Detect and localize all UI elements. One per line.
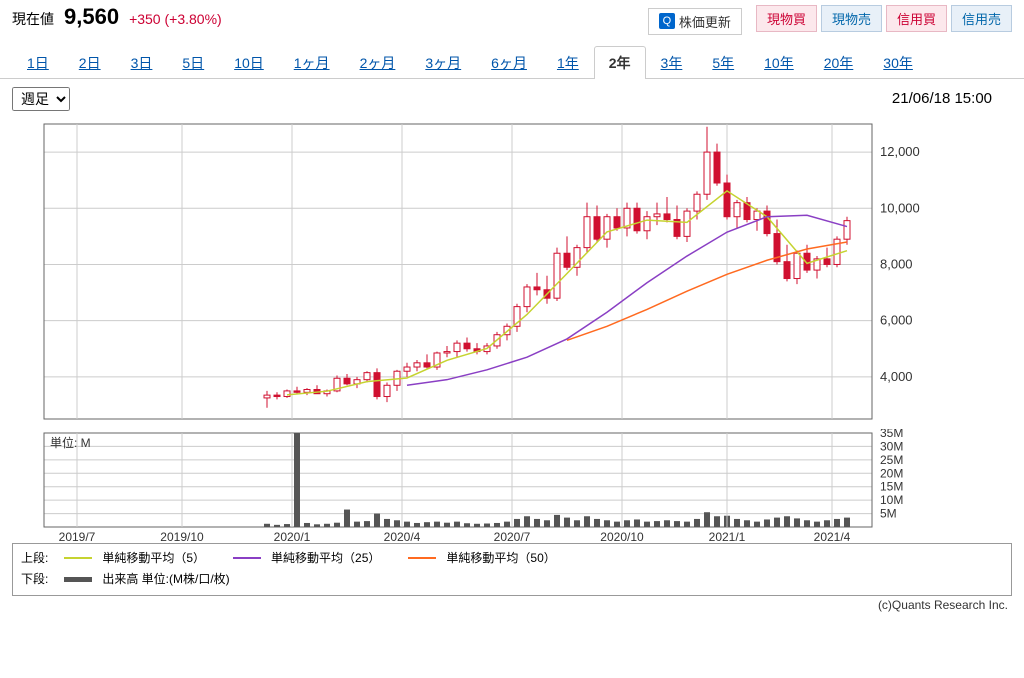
svg-text:35M: 35M xyxy=(880,429,903,440)
refresh-icon: Q xyxy=(659,13,675,29)
tab-3ヶ月[interactable]: 3ヶ月 xyxy=(410,46,476,79)
legend-section-label: 上段: xyxy=(21,548,48,570)
action-信用売[interactable]: 信用売 xyxy=(951,5,1012,32)
action-現物売[interactable]: 現物売 xyxy=(821,5,882,32)
svg-text:2019/7: 2019/7 xyxy=(59,530,96,541)
legend-box: 上段: 単純移動平均（5） 単純移動平均（25） 単純移動平均（50） 下段: 出来高 … xyxy=(12,543,1012,596)
svg-text:12,000: 12,000 xyxy=(880,144,920,159)
controls: 週足 21/06/18 15:00 xyxy=(0,79,1024,119)
legend-swatch xyxy=(64,577,92,582)
tab-30年[interactable]: 30年 xyxy=(868,46,928,79)
legend-item-label: 出来高 単位:(M株/口/枚) xyxy=(102,569,229,591)
svg-text:5M: 5M xyxy=(880,506,897,520)
tab-2年[interactable]: 2年 xyxy=(594,46,646,79)
timestamp: 21/06/18 15:00 xyxy=(892,90,1012,107)
tab-1日[interactable]: 1日 xyxy=(12,46,64,79)
price-label: 現在値 xyxy=(12,9,54,29)
header: 現在値 9,560 +350 (+3.80%) Q 株価更新 現物買現物売信用買… xyxy=(0,0,1024,39)
refresh-button[interactable]: Q 株価更新 xyxy=(648,8,742,35)
tab-10日[interactable]: 10日 xyxy=(219,46,279,79)
svg-text:15M: 15M xyxy=(880,479,903,493)
tab-2ヶ月[interactable]: 2ヶ月 xyxy=(345,46,411,79)
svg-text:10M: 10M xyxy=(880,493,903,507)
tab-10年[interactable]: 10年 xyxy=(749,46,809,79)
volume-chart: 5M10M15M20M25M30M35M 単位: M 2019/7 2019/10 20… xyxy=(12,429,1012,541)
tab-3日[interactable]: 3日 xyxy=(116,46,168,79)
tab-6ヶ月[interactable]: 6ヶ月 xyxy=(476,46,542,79)
time-range-tabs: 1日2日3日5日10日1ヶ月2ヶ月3ヶ月6ヶ月1年2年3年5年10年20年30年 xyxy=(0,45,1024,79)
period-select[interactable]: 週足 xyxy=(12,87,70,111)
credit: (c)Quants Research Inc. xyxy=(0,596,1024,616)
svg-text:20M: 20M xyxy=(880,466,903,480)
price-value: 9,560 xyxy=(64,4,119,30)
svg-text:2021/4: 2021/4 xyxy=(814,530,851,541)
svg-text:4,000: 4,000 xyxy=(880,368,913,383)
legend-section-label: 下段: xyxy=(21,569,48,591)
svg-text:2020/10: 2020/10 xyxy=(600,530,644,541)
price-change: +350 (+3.80%) xyxy=(129,11,222,27)
legend-item-label: 単純移動平均（50） xyxy=(446,548,555,570)
svg-text:2020/1: 2020/1 xyxy=(274,530,311,541)
legend-upper: 上段: 単純移動平均（5） 単純移動平均（25） 単純移動平均（50） xyxy=(21,548,1003,570)
action-現物買[interactable]: 現物買 xyxy=(756,5,817,32)
tab-20年[interactable]: 20年 xyxy=(809,46,869,79)
svg-text:25M: 25M xyxy=(880,452,903,466)
legend-swatch xyxy=(233,557,261,559)
svg-text:単位: M: 単位: M xyxy=(50,435,91,450)
action-信用買[interactable]: 信用買 xyxy=(886,5,947,32)
legend-swatch xyxy=(64,557,92,559)
svg-text:2020/7: 2020/7 xyxy=(494,530,531,541)
tab-5日[interactable]: 5日 xyxy=(167,46,219,79)
svg-text:2019/10: 2019/10 xyxy=(160,530,204,541)
svg-text:6,000: 6,000 xyxy=(880,312,913,327)
legend-item-label: 単純移動平均（5） xyxy=(102,548,205,570)
tab-2日[interactable]: 2日 xyxy=(64,46,116,79)
svg-text:2020/4: 2020/4 xyxy=(384,530,421,541)
legend-lower: 下段: 出来高 単位:(M株/口/枚) xyxy=(21,569,1003,591)
tab-3年[interactable]: 3年 xyxy=(646,46,698,79)
svg-text:30M: 30M xyxy=(880,439,903,453)
refresh-label: 株価更新 xyxy=(679,12,731,31)
svg-text:8,000: 8,000 xyxy=(880,256,913,271)
tab-1年[interactable]: 1年 xyxy=(542,46,594,79)
svg-text:2021/1: 2021/1 xyxy=(709,530,746,541)
svg-text:10,000: 10,000 xyxy=(880,200,920,215)
tab-5年[interactable]: 5年 xyxy=(697,46,749,79)
tab-1ヶ月[interactable]: 1ヶ月 xyxy=(279,46,345,79)
price-chart: 4,000 6,000 8,000 10,000 12,000 xyxy=(12,119,1012,429)
legend-swatch xyxy=(408,557,436,559)
legend-item-label: 単純移動平均（25） xyxy=(271,548,380,570)
